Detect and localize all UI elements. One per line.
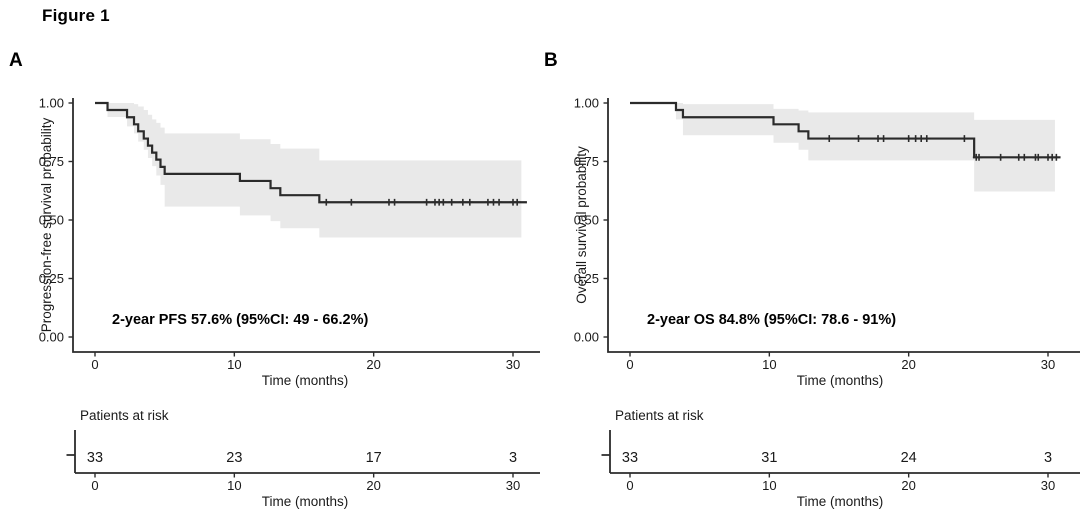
survival-curve (630, 101, 1061, 159)
x-axis-title: Time (months) (797, 373, 884, 388)
risk-x-tick-label: 10 (227, 478, 241, 493)
x-tick-label: 0 (626, 357, 633, 372)
risk-x-tick-label: 20 (366, 478, 380, 493)
censor-mark (997, 153, 1005, 161)
y-tick-label: 0.25 (39, 271, 64, 286)
censor-mark (825, 135, 833, 142)
risk-count: 17 (366, 450, 382, 466)
censor-mark (423, 198, 431, 206)
risk-x-tick-label: 0 (626, 478, 633, 493)
censor-mark (439, 198, 447, 206)
risk-table-title: Patients at risk (615, 408, 704, 423)
risk-x-tick-label: 20 (901, 478, 915, 493)
x-tick-label: 0 (91, 357, 98, 372)
y-axis-title: Overall survival probability (574, 146, 589, 304)
risk-count: 24 (901, 450, 917, 466)
censor-mark (880, 135, 887, 142)
censor-mark (448, 198, 456, 206)
risk-x-axis-title: Time (months) (797, 494, 884, 509)
plot-axes (72, 98, 540, 353)
censor-mark (975, 153, 983, 161)
panel-b-label: B (544, 50, 558, 71)
censor-mark (1034, 153, 1042, 161)
x-tick-label: 30 (1041, 357, 1055, 372)
y-tick-label: 0.00 (574, 330, 599, 345)
risk-x-axis-title: Time (months) (262, 494, 349, 509)
y-tick-label: 0.75 (39, 154, 64, 169)
risk-table-title: Patients at risk (80, 408, 169, 423)
censor-mark (391, 198, 398, 206)
panel-b: B 0.00 0.25 0.50 0.75 1.00 0 10 20 30 Time (month… (535, 44, 1080, 522)
plot-axes (607, 98, 1080, 353)
risk-x-tick-label: 0 (91, 478, 98, 493)
censor-mark (459, 198, 467, 206)
y-tick-label: 0.75 (574, 154, 599, 169)
censor-mark (495, 198, 503, 206)
confidence-band (107, 103, 522, 238)
x-tick-label: 20 (901, 357, 915, 372)
x-tick-label: 20 (366, 357, 380, 372)
risk-count: 3 (509, 450, 517, 466)
risk-x-tick-label: 10 (762, 478, 776, 493)
x-axis-title: Time (months) (262, 373, 349, 388)
censor-mark (322, 198, 330, 206)
risk-count: 33 (87, 450, 103, 466)
x-tick-label: 10 (762, 357, 776, 372)
censor-mark (347, 198, 355, 206)
censor-mark (1052, 153, 1060, 161)
censor-mark (855, 135, 862, 142)
risk-x-tick-label: 30 (1041, 478, 1055, 493)
survival-annotation: 2-year PFS 57.6% (95%CI: 49 - 66.2%) (112, 312, 368, 328)
x-tick-label: 30 (506, 357, 520, 372)
risk-count: 23 (226, 450, 242, 466)
risk-count: 31 (761, 450, 777, 466)
censor-mark (1020, 153, 1028, 161)
risk-count: 33 (622, 450, 638, 466)
risk-axis (601, 430, 1080, 474)
censor-mark (923, 135, 931, 142)
censor-mark (513, 198, 521, 206)
y-tick-label: 0.50 (574, 213, 599, 228)
x-tick-label: 10 (227, 357, 241, 372)
y-tick-label: 0.50 (39, 213, 64, 228)
panel-a: A 0.00 0.25 0.50 0.75 1.00 0 10 20 30 Time (month… (0, 44, 540, 522)
y-tick-label: 0.25 (574, 271, 599, 286)
y-tick-label: 1.00 (574, 96, 599, 111)
censor-mark (466, 198, 474, 206)
y-tick-label: 1.00 (39, 96, 64, 111)
survival-curve (95, 101, 527, 204)
censor-mark (905, 135, 913, 142)
y-axis-title: Progression-free survival probability (39, 117, 54, 332)
survival-annotation: 2-year OS 84.8% (95%CI: 78.6 - 91%) (647, 312, 896, 328)
y-tick-label: 0.00 (39, 330, 64, 345)
censor-mark (960, 135, 968, 142)
risk-axis (66, 430, 540, 474)
risk-count: 3 (1044, 450, 1052, 466)
confidence-band (675, 103, 1055, 192)
figure-title: Figure 1 (42, 6, 110, 25)
risk-x-tick-label: 30 (506, 478, 520, 493)
panel-a-label: A (9, 50, 23, 71)
